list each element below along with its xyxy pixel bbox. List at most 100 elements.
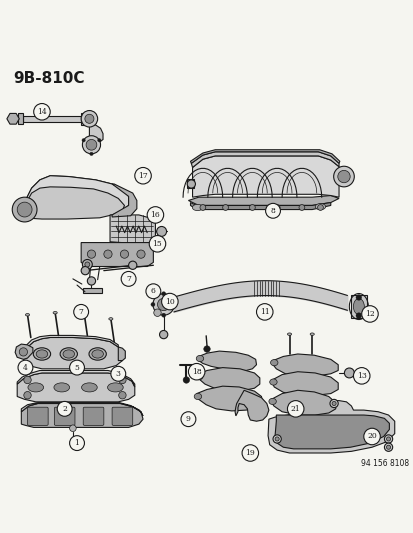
Circle shape (353, 368, 369, 384)
Circle shape (69, 360, 84, 375)
Polygon shape (268, 401, 394, 453)
Ellipse shape (109, 318, 113, 320)
Polygon shape (110, 215, 155, 244)
Ellipse shape (309, 333, 313, 335)
Circle shape (149, 236, 165, 252)
Circle shape (159, 330, 167, 338)
Circle shape (12, 197, 37, 222)
Circle shape (156, 227, 166, 236)
Circle shape (384, 435, 392, 443)
Polygon shape (271, 372, 337, 395)
Text: 15: 15 (152, 240, 162, 248)
Circle shape (203, 346, 210, 352)
Text: 7: 7 (78, 308, 83, 316)
Text: 1: 1 (74, 439, 79, 447)
Circle shape (298, 205, 304, 211)
Polygon shape (83, 288, 102, 293)
Polygon shape (190, 203, 330, 209)
Circle shape (147, 207, 163, 223)
Circle shape (331, 401, 335, 406)
Text: 5: 5 (74, 364, 79, 372)
Circle shape (386, 445, 390, 449)
Polygon shape (197, 368, 259, 390)
Ellipse shape (195, 374, 202, 379)
Polygon shape (81, 243, 153, 266)
Ellipse shape (25, 313, 29, 316)
Circle shape (119, 392, 126, 399)
Ellipse shape (192, 204, 202, 211)
Polygon shape (17, 373, 135, 402)
Circle shape (161, 293, 178, 310)
Text: 9B-810C: 9B-810C (13, 70, 84, 85)
Circle shape (87, 250, 95, 259)
Ellipse shape (194, 393, 201, 400)
Polygon shape (23, 337, 122, 369)
Polygon shape (118, 347, 125, 361)
Ellipse shape (269, 379, 276, 385)
Text: 9: 9 (185, 415, 190, 423)
Ellipse shape (60, 348, 77, 360)
Circle shape (128, 261, 137, 269)
Text: 16: 16 (150, 211, 160, 219)
Polygon shape (192, 156, 338, 197)
Polygon shape (271, 390, 335, 415)
Polygon shape (188, 196, 338, 205)
Circle shape (111, 366, 126, 381)
Text: 6: 6 (151, 287, 155, 295)
Circle shape (152, 294, 174, 315)
Ellipse shape (33, 348, 50, 360)
Circle shape (57, 401, 72, 416)
Circle shape (222, 205, 228, 211)
Circle shape (274, 437, 278, 441)
Circle shape (81, 266, 89, 274)
Circle shape (69, 435, 84, 450)
Polygon shape (24, 335, 118, 349)
Circle shape (85, 262, 90, 267)
Circle shape (90, 152, 93, 156)
Circle shape (355, 313, 361, 319)
Text: 14: 14 (37, 108, 47, 116)
Text: 19: 19 (245, 449, 254, 457)
Polygon shape (7, 114, 19, 124)
Text: 12: 12 (364, 310, 374, 318)
Circle shape (137, 250, 145, 259)
Polygon shape (274, 415, 389, 449)
Circle shape (333, 166, 354, 187)
Circle shape (24, 376, 31, 384)
Text: 94 156 8108: 94 156 8108 (360, 459, 408, 468)
Polygon shape (339, 169, 349, 184)
Circle shape (120, 250, 128, 259)
Circle shape (317, 205, 323, 211)
Ellipse shape (268, 398, 275, 405)
Ellipse shape (89, 348, 106, 360)
Ellipse shape (92, 350, 103, 358)
Polygon shape (18, 113, 23, 124)
Circle shape (363, 428, 380, 445)
Circle shape (18, 360, 33, 375)
Circle shape (180, 411, 195, 426)
Circle shape (74, 304, 88, 319)
Polygon shape (21, 403, 143, 427)
Polygon shape (25, 176, 128, 211)
Ellipse shape (270, 360, 277, 366)
Circle shape (33, 103, 50, 120)
Circle shape (273, 205, 279, 211)
Circle shape (272, 435, 280, 443)
Ellipse shape (82, 311, 86, 314)
Ellipse shape (81, 383, 97, 392)
Text: 8: 8 (270, 207, 275, 215)
Circle shape (265, 204, 280, 218)
Polygon shape (196, 386, 262, 411)
FancyBboxPatch shape (54, 407, 75, 425)
Polygon shape (21, 402, 143, 416)
Polygon shape (191, 152, 338, 167)
Text: 17: 17 (138, 172, 147, 180)
Circle shape (161, 313, 165, 317)
Circle shape (85, 114, 94, 123)
Circle shape (119, 376, 126, 384)
Ellipse shape (353, 298, 363, 314)
Circle shape (344, 368, 354, 378)
Circle shape (153, 309, 161, 317)
Text: 13: 13 (356, 372, 366, 380)
Polygon shape (350, 295, 366, 318)
